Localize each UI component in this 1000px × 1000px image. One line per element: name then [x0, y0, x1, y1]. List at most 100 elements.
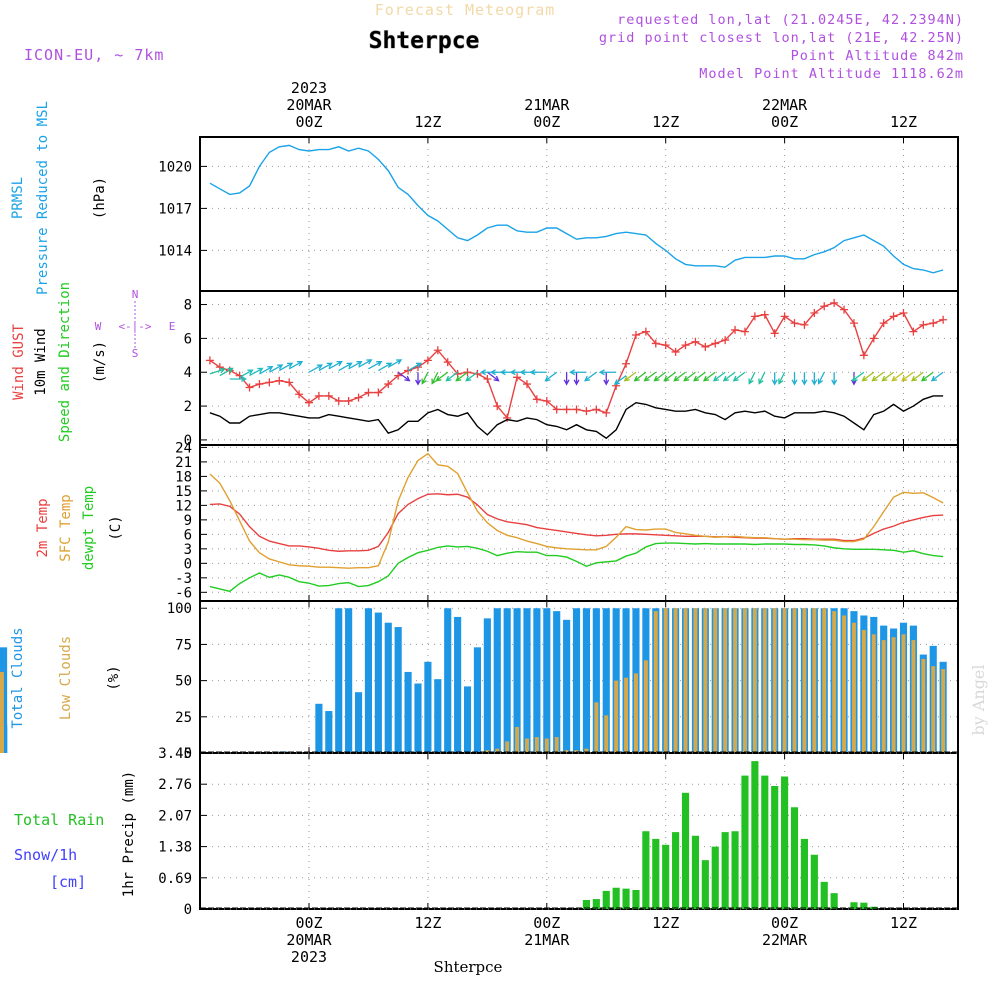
- wind-arrow: [891, 371, 904, 382]
- wind-arrow: [407, 362, 423, 372]
- y-tick-label: 1014: [158, 243, 192, 259]
- wind-arrow: [817, 371, 825, 385]
- bar-primary: [741, 775, 749, 909]
- bar-primary: [354, 692, 363, 753]
- bar-primary: [592, 608, 600, 753]
- bar-primary: [652, 838, 660, 909]
- bar-secondary: [921, 658, 926, 753]
- bar-primary: [503, 608, 511, 753]
- panel-ylabel: (C): [108, 515, 124, 540]
- time-label: 20MAR: [286, 96, 332, 114]
- y-tick-label: 24: [175, 440, 192, 456]
- bar-primary: [374, 612, 382, 753]
- bar-primary: [820, 881, 828, 909]
- bar-secondary: [554, 737, 559, 753]
- bar-secondary: [495, 748, 500, 753]
- panel-frame: [199, 752, 959, 910]
- gust-marker: [770, 329, 779, 338]
- gust-marker: [840, 305, 849, 314]
- bar-primary: [345, 608, 353, 753]
- wind-arrow: [431, 371, 439, 385]
- wind-arrow: [732, 371, 746, 382]
- bar-secondary: [891, 637, 896, 753]
- bar-primary: [731, 831, 739, 909]
- gust-marker: [622, 359, 631, 368]
- bar-primary: [860, 902, 868, 909]
- wind-arrow: [911, 371, 924, 382]
- gust-marker: [929, 319, 938, 328]
- wind-arrow: [598, 369, 617, 376]
- panel-ylabel: Low Clouds: [58, 636, 74, 720]
- gust-marker: [404, 366, 413, 375]
- gust-marker: [205, 356, 214, 365]
- bar-primary: [493, 608, 501, 753]
- bar-primary: [790, 807, 799, 909]
- gust-marker: [740, 327, 749, 336]
- gust-marker: [562, 405, 571, 414]
- bar-primary: [364, 608, 373, 753]
- bar-secondary: [683, 608, 688, 753]
- bar-primary: [662, 844, 670, 909]
- gust-marker: [691, 337, 700, 346]
- panel-ylabel: dewpt Temp: [81, 486, 97, 570]
- gust-marker: [542, 397, 551, 405]
- bar-primary: [582, 899, 590, 909]
- y-tick-label: 8: [184, 298, 192, 314]
- time-label: 12Z: [890, 914, 917, 932]
- gust-marker: [671, 347, 680, 356]
- gust-marker: [909, 327, 918, 336]
- wind-arrow: [693, 371, 706, 382]
- wind-arrow: [831, 372, 838, 386]
- wind-arrow: [758, 371, 766, 385]
- y-tick-label: 0: [184, 433, 192, 449]
- bar-primary: [553, 611, 561, 753]
- gust-marker: [830, 298, 839, 307]
- gust-marker: [849, 319, 858, 328]
- gust-marker: [304, 398, 313, 407]
- bar-primary: [434, 679, 442, 753]
- gust-marker: [780, 312, 789, 321]
- wind-arrow: [801, 372, 808, 386]
- bar-primary: [483, 618, 491, 753]
- grid-point-coords: grid point closest lon,lat (21E, 42.25N): [599, 30, 964, 46]
- y-tick-label: 3: [184, 542, 192, 558]
- wind-arrow: [308, 364, 323, 373]
- gust-marker: [899, 309, 908, 317]
- bar-secondary: [663, 608, 668, 753]
- gust-marker: [295, 390, 304, 399]
- precip-legend-label: Total Rain: [14, 811, 104, 829]
- bar-primary: [800, 838, 808, 909]
- gust-marker: [503, 413, 512, 422]
- compass-center: <-|->: [118, 320, 151, 333]
- bar-secondary: [0, 671, 4, 753]
- gust-marker: [522, 380, 531, 389]
- bar-secondary: [911, 640, 916, 753]
- wind-arrow: [613, 375, 627, 385]
- wind-arrow: [415, 372, 421, 386]
- bar-secondary: [851, 622, 856, 753]
- bar-secondary: [743, 608, 747, 753]
- panel-4: 0 0.69 1.38 2.07 2.76 3.45: [158, 746, 959, 918]
- compass-west: W: [95, 320, 102, 333]
- y-tick-label: 9: [184, 513, 192, 529]
- time-label: 2023: [291, 79, 327, 97]
- bar-primary: [761, 775, 769, 909]
- wind-arrow: [673, 371, 686, 382]
- panel-frame: [199, 136, 959, 292]
- bar-secondary: [614, 680, 619, 753]
- bar-primary: [850, 902, 858, 909]
- wind-arrow: [861, 371, 875, 382]
- bar-secondary: [861, 629, 866, 753]
- y-tick-label: 2.76: [158, 777, 192, 793]
- bar-secondary: [881, 640, 886, 753]
- watermark: by Angel: [969, 664, 988, 735]
- panel-ylabel: Wind GUST: [11, 324, 27, 400]
- bar-secondary: [782, 608, 787, 753]
- bar-secondary: [931, 666, 936, 753]
- gust-marker: [790, 319, 799, 328]
- wind-arrow: [278, 362, 294, 372]
- compass-rose: N S W E <-|->: [95, 288, 176, 360]
- bar-primary: [781, 776, 789, 909]
- bar-primary: [454, 616, 462, 753]
